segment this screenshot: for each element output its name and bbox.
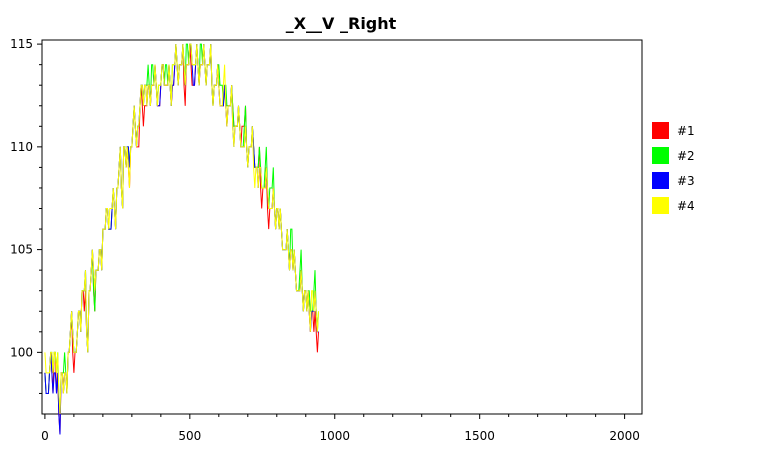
x-tick-label: 2000 — [609, 429, 640, 443]
y-tick-label: 115 — [10, 37, 33, 51]
series-line-4 — [44, 43, 319, 415]
legend-swatch-3 — [652, 172, 669, 189]
x-tick-label: 0 — [41, 429, 49, 443]
legend-label-2: #2 — [677, 149, 695, 163]
legend-label-4: #4 — [677, 199, 695, 213]
axes: 0 500 1000 1500 2000 100 105 110 115 — [10, 37, 643, 443]
chart-title: _X__V _Right — [286, 14, 397, 33]
x-tick-label: 1000 — [319, 429, 350, 443]
x-tick-label: 500 — [178, 429, 201, 443]
y-tick-label: 105 — [10, 243, 33, 257]
y-tick-label: 110 — [10, 140, 33, 154]
plot-frame — [41, 39, 643, 415]
x-tick-label: 1500 — [464, 429, 495, 443]
legend: #1 #2 #3 #4 — [652, 122, 695, 214]
legend-swatch-1 — [652, 122, 669, 139]
y-tick-label: 100 — [10, 345, 33, 359]
legend-swatch-2 — [652, 147, 669, 164]
legend-label-1: #1 — [677, 124, 695, 138]
legend-swatch-4 — [652, 197, 669, 214]
series-group — [44, 43, 319, 435]
legend-label-3: #3 — [677, 174, 695, 188]
